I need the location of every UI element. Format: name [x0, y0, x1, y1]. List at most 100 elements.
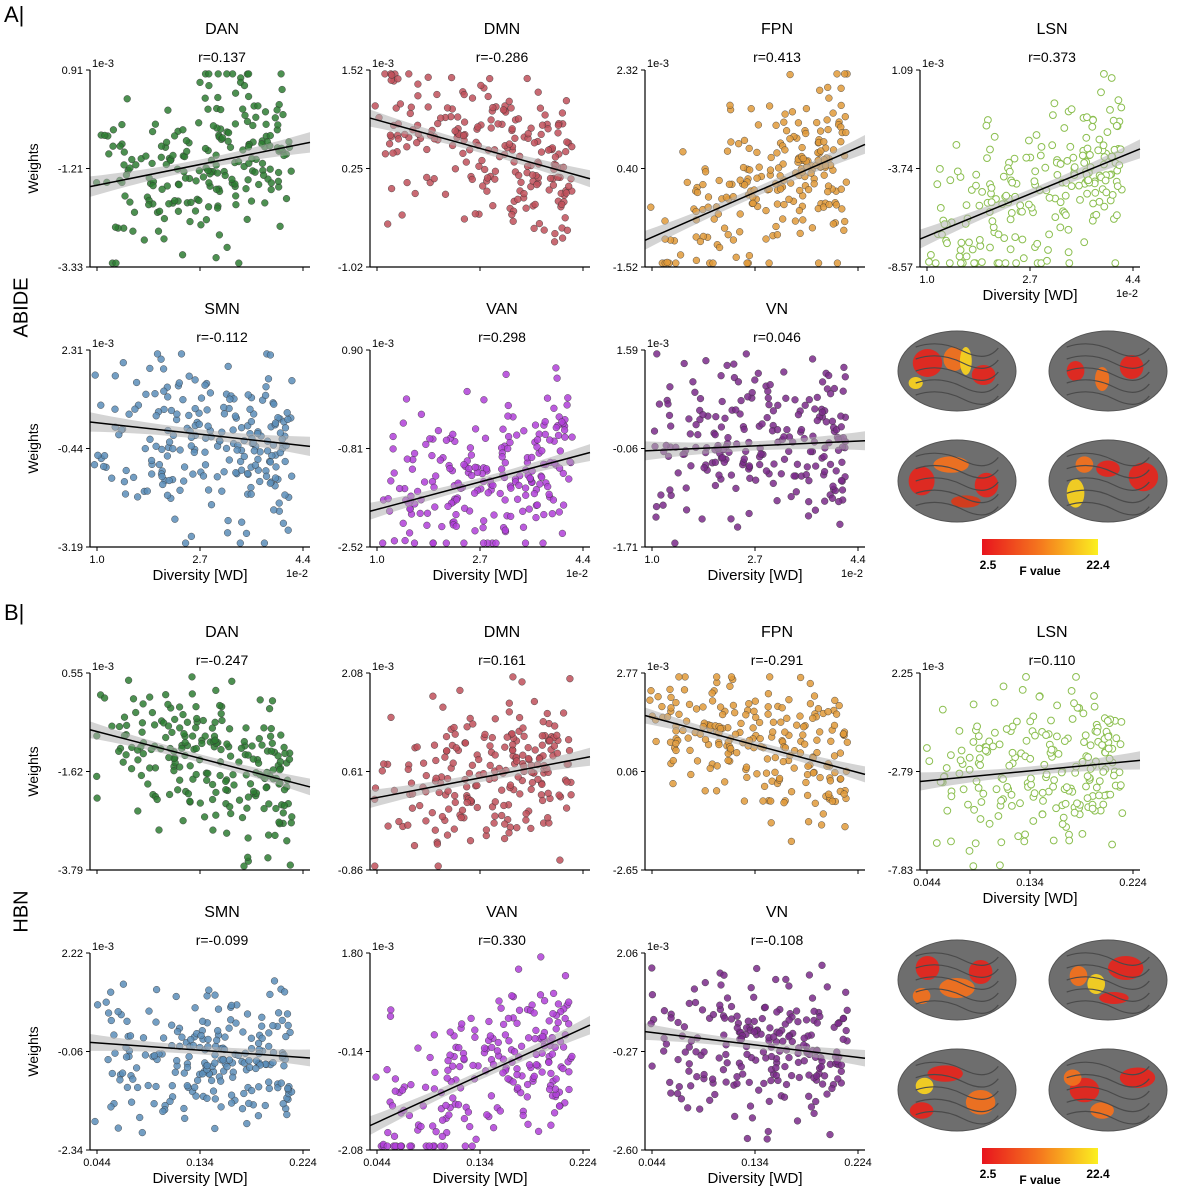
data-point	[431, 826, 439, 834]
data-point	[115, 722, 124, 731]
y-tick-label: -0.44	[58, 444, 83, 456]
data-point	[157, 355, 165, 363]
data-point	[219, 134, 227, 142]
data-point	[1030, 789, 1039, 798]
data-point	[772, 975, 780, 984]
data-point	[461, 118, 469, 126]
data-point	[675, 1083, 683, 1091]
data-point	[508, 211, 516, 219]
data-point	[150, 1052, 159, 1060]
data-point	[93, 794, 101, 802]
data-point	[956, 756, 965, 765]
x-tick-label: 2.7	[192, 554, 207, 566]
data-point	[1008, 748, 1017, 757]
data-point	[451, 791, 459, 800]
data-point	[727, 673, 736, 681]
data-point	[753, 964, 761, 973]
data-point	[781, 728, 789, 736]
data-point	[434, 427, 443, 435]
data-point	[208, 724, 217, 732]
data-point	[163, 491, 172, 499]
data-point	[517, 1042, 526, 1050]
data-point	[405, 70, 413, 78]
data-point	[521, 484, 530, 492]
data-point	[422, 1083, 430, 1091]
data-point	[487, 1092, 496, 1100]
data-point	[386, 131, 395, 139]
data-point	[459, 149, 467, 158]
data-point	[411, 449, 419, 458]
data-point	[562, 97, 571, 105]
panel-a-label: A|	[4, 2, 25, 27]
data-point	[265, 1078, 273, 1086]
data-point	[266, 990, 274, 999]
data-point	[431, 503, 439, 511]
data-point	[451, 798, 459, 807]
data-point	[800, 1057, 808, 1065]
data-point	[505, 1037, 513, 1045]
data-point	[746, 1102, 755, 1110]
y-tick-label: -3.19	[58, 542, 83, 554]
data-point	[282, 1032, 290, 1041]
data-point	[773, 200, 782, 208]
data-point	[238, 518, 246, 526]
data-point	[514, 1084, 522, 1092]
data-point	[561, 433, 569, 441]
data-point	[187, 442, 195, 450]
data-point	[283, 409, 291, 417]
data-point	[727, 1002, 736, 1011]
data-point	[223, 740, 231, 748]
colorbar-max-label: 22.4	[1086, 558, 1110, 572]
data-point	[989, 742, 997, 751]
data-point	[256, 477, 264, 486]
data-point	[463, 723, 471, 731]
data-point	[550, 1109, 559, 1117]
data-point	[460, 539, 468, 547]
data-point	[1022, 153, 1031, 162]
data-point	[255, 759, 263, 767]
data-point	[1090, 692, 1098, 700]
data-point	[925, 757, 934, 765]
data-point	[541, 111, 549, 119]
data-point	[410, 539, 419, 547]
data-point	[191, 405, 199, 413]
data-point	[842, 178, 850, 186]
data-point	[139, 750, 147, 758]
data-point	[387, 713, 395, 722]
data-point	[544, 789, 552, 797]
data-point	[813, 736, 821, 744]
data-point	[785, 1016, 793, 1024]
data-point	[839, 1014, 847, 1023]
y-tick-label: 0.55	[62, 668, 83, 680]
data-point	[1029, 817, 1038, 825]
data-point	[239, 1028, 247, 1036]
data-point	[923, 744, 931, 752]
y-tick-label: -0.06	[58, 1047, 83, 1059]
data-point	[530, 1072, 538, 1080]
y-tick-label: 0.06	[617, 767, 638, 779]
data-point	[1078, 151, 1087, 160]
data-point	[785, 195, 793, 203]
data-point	[1058, 820, 1067, 828]
data-point	[732, 406, 740, 414]
data-point	[936, 165, 944, 173]
data-point	[250, 787, 258, 796]
data-point	[842, 1026, 850, 1035]
scatter-chart-13: 2.06-0.27-2.600.044 0.134 0.224VNr=-0.1081…	[613, 904, 872, 1187]
data-point	[825, 200, 833, 209]
data-point	[177, 350, 186, 358]
data-point	[1099, 141, 1108, 150]
data-point	[682, 484, 690, 492]
data-point	[1102, 188, 1111, 197]
data-point	[1108, 191, 1117, 199]
data-point	[559, 469, 567, 478]
data-point	[760, 782, 769, 791]
data-point	[818, 961, 826, 969]
data-point	[277, 70, 285, 78]
data-point	[213, 473, 221, 481]
data-point	[491, 175, 499, 183]
data-point	[187, 532, 196, 541]
scatter-chart-6: 1.59-0.06-1.711.0 2.7 4.4VNr=0.0461e-31e-2…	[613, 301, 866, 584]
data-point	[765, 102, 774, 110]
data-point	[279, 1100, 287, 1108]
